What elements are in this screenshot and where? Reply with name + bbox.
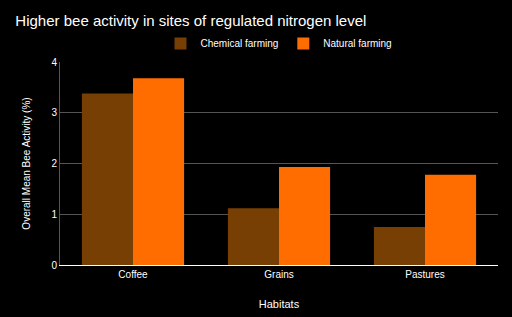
svg-text:2: 2 [51, 158, 57, 169]
svg-text:1: 1 [51, 209, 57, 220]
svg-text:0: 0 [51, 260, 57, 271]
svg-text:Coffee: Coffee [118, 269, 148, 280]
svg-text:Pastures: Pastures [405, 269, 444, 280]
svg-text:Chemical farming: Chemical farming [201, 38, 279, 49]
svg-text:Overall Mean Bee Activity (%): Overall Mean Bee Activity (%) [21, 97, 32, 229]
svg-text:Habitats: Habitats [259, 298, 300, 310]
svg-text:4: 4 [51, 57, 57, 68]
svg-text:Grains: Grains [264, 269, 293, 280]
svg-text:3: 3 [51, 107, 57, 118]
svg-text:Natural farming: Natural farming [323, 38, 391, 49]
svg-text:Higher bee activity in sites o: Higher bee activity in sites of regulate… [15, 12, 366, 29]
